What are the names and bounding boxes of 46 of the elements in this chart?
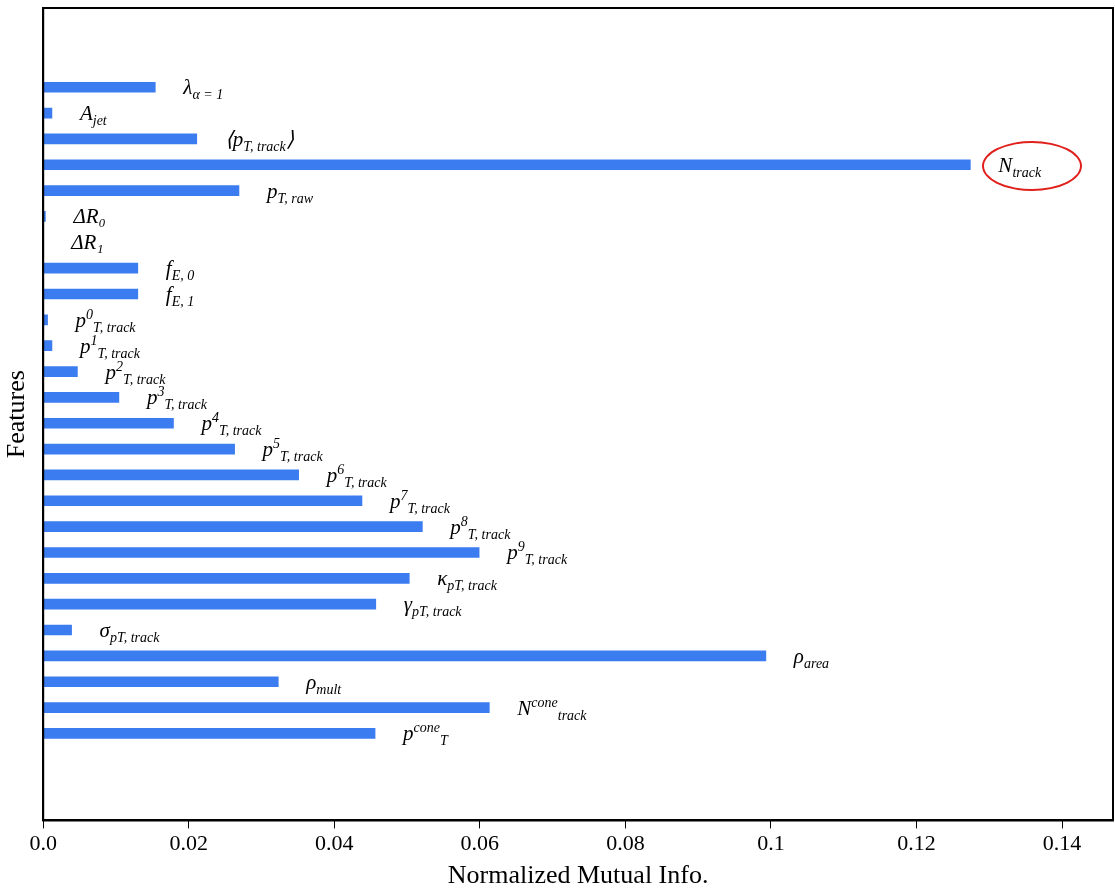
x-axis-title: Normalized Mutual Info. [447,860,709,890]
y-tick-label: κ$_{pT, track}$ [437,566,497,594]
x-tick-label: 0.0 [29,830,57,856]
bar [43,443,235,455]
bar [43,547,480,558]
bar [43,392,120,403]
bar [43,624,72,636]
y-tick-label: λ$_{α = 1}$ [183,75,224,103]
y-tick-label: ρ$_{mult}$ [306,669,342,697]
y-tick-label: A$_{jet}$ [79,101,107,129]
y-tick-label: ρ$_{area}$ [793,643,830,672]
bar [43,702,490,713]
x-tick-label: 0.08 [606,830,645,856]
bar [43,521,423,532]
bar [43,469,299,481]
y-tick-label: σ$_{pT, track}$ [99,618,160,646]
x-tick-label: 0.04 [315,830,354,856]
bar [43,417,174,429]
y-tick-label: p$_{T, raw}$ [266,178,313,206]
y-tick-label: γ$_{pT, track}$ [403,592,462,620]
bar [43,495,363,507]
y-axis-title: Features [1,370,31,459]
bar [43,81,156,93]
bar [43,288,139,300]
bar [43,133,198,145]
bar [43,366,78,377]
bar [43,340,53,352]
x-tick-label: 0.12 [897,830,936,856]
bar [43,573,410,584]
y-tick-label: f$_{E, 0}$ [165,256,195,284]
y-tick-label: ΔR₀ [73,204,106,229]
bar [43,598,377,610]
y-tick-label: f$_{E, 1}$ [165,282,195,310]
bar [43,185,240,196]
bar [43,159,971,171]
y-tick-label: N$_{track}$ [998,152,1042,180]
bar [43,676,279,688]
bar [43,650,767,662]
y-tick-label: ⟨p$_{T, track}$⟩ [224,126,294,155]
x-tick-label: 0.02 [169,830,208,856]
bar [43,728,376,739]
x-tick-label: 0.1 [757,830,785,856]
x-tick-label: 0.06 [460,830,500,856]
x-tick-label: 0.14 [1042,830,1082,856]
bar [43,262,139,274]
y-tick-label: ΔR₁ [71,230,104,255]
